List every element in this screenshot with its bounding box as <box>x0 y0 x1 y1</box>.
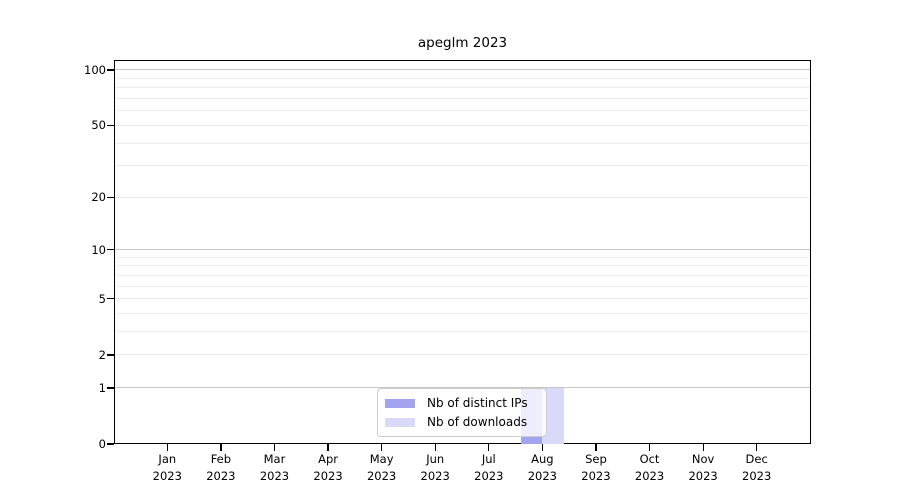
x-axis-label-month: Apr <box>318 452 338 466</box>
x-axis-label-year: 2023 <box>420 468 450 483</box>
x-axis-label-year: 2023 <box>581 468 611 483</box>
gridline-major <box>115 387 810 389</box>
legend-swatch-distinct-ips <box>385 398 415 408</box>
x-axis-label-month: Aug <box>531 452 554 466</box>
x-axis-tick <box>220 444 222 451</box>
gridline-minor <box>115 298 810 300</box>
x-axis-label-month: Mar <box>263 452 286 466</box>
x-axis-label-month: Jun <box>426 452 445 466</box>
gridline-minor <box>115 354 810 356</box>
x-axis-tick <box>756 444 758 451</box>
y-axis-label: 50 <box>91 118 106 133</box>
x-axis-label-year: 2023 <box>366 468 397 483</box>
x-axis-tick <box>648 444 651 451</box>
x-axis-label-year: 2023 <box>152 468 182 483</box>
x-axis-label-year: 2023 <box>634 468 665 483</box>
gridline-minor <box>115 98 810 100</box>
y-axis-tick <box>107 196 114 198</box>
gridline-minor <box>115 142 810 144</box>
legend-swatch-downloads <box>385 417 415 427</box>
x-axis-label-year: 2023 <box>688 468 718 483</box>
x-axis-label-year: 2023 <box>313 468 343 483</box>
x-axis-label-month: Dec <box>745 452 768 466</box>
y-axis-label: 20 <box>91 190 106 205</box>
x-axis-label-year: 2023 <box>742 468 772 483</box>
gridline-minor <box>115 331 810 333</box>
bar-nb-of-downloads <box>542 387 564 444</box>
legend-label-distinct-ips: Nb of distinct IPs <box>427 396 528 410</box>
x-axis-label: Dec 2023 <box>729 451 785 484</box>
x-axis-tick <box>381 444 383 451</box>
x-axis-label: Oct 2023 <box>622 451 678 484</box>
y-axis-tick <box>107 249 114 251</box>
x-axis-label-year: 2023 <box>527 468 557 483</box>
gridline-minor <box>115 256 810 258</box>
y-axis-tick <box>107 69 114 71</box>
gridline-minor <box>115 285 810 287</box>
x-axis-tick <box>273 444 276 451</box>
x-axis-label: Mar 2023 <box>246 451 302 484</box>
x-axis-label: Jul 2023 <box>461 451 517 484</box>
y-axis-label: 0 <box>98 437 106 451</box>
legend: Nb of distinct IPs Nb of downloads <box>377 388 547 437</box>
gridline-minor <box>115 313 810 315</box>
x-axis-label-month: Jan <box>158 452 177 466</box>
x-axis-label-month: Jul <box>481 452 496 466</box>
gridline-minor <box>115 87 810 89</box>
x-axis-label: Aug 2023 <box>514 451 570 484</box>
x-axis-tick <box>702 444 704 451</box>
y-axis-tick <box>107 443 114 445</box>
y-axis-tick <box>107 124 114 127</box>
gridline-minor <box>115 265 810 267</box>
y-axis-tick <box>107 354 114 356</box>
x-axis-tick <box>327 444 329 451</box>
y-axis-label: 10 <box>91 242 106 257</box>
plot-area <box>114 60 811 444</box>
x-axis-label: Nov 2023 <box>675 451 731 484</box>
x-axis-label-month: Sep <box>585 452 607 466</box>
x-axis-label: Feb 2023 <box>193 451 249 484</box>
x-axis-label: Apr 2023 <box>300 451 356 484</box>
x-axis-label: Jan 2023 <box>139 451 195 484</box>
x-axis-label-month: May <box>369 452 394 466</box>
gridline-minor <box>115 110 810 112</box>
legend-label-downloads: Nb of downloads <box>427 415 528 429</box>
x-axis-label-year: 2023 <box>206 468 236 483</box>
y-axis-tick <box>107 298 114 300</box>
legend-entry-downloads: Nb of downloads <box>385 415 539 429</box>
x-axis-label-year: 2023 <box>259 468 290 483</box>
y-axis-tick <box>107 387 114 389</box>
x-axis-label-month: Nov <box>691 452 715 466</box>
y-axis-label: 100 <box>84 62 106 77</box>
legend-entry-distinct-ips: Nb of distinct IPs <box>385 396 539 410</box>
x-axis-tick <box>166 444 168 451</box>
y-axis-label: 5 <box>98 291 106 306</box>
y-axis-label: 2 <box>98 347 106 362</box>
y-axis-label: 1 <box>98 380 106 395</box>
chart-title: apeglm 2023 <box>417 35 508 51</box>
x-axis-label: Sep 2023 <box>568 451 624 484</box>
gridline-minor <box>115 274 810 276</box>
gridline-minor <box>115 196 810 198</box>
gridline-major <box>115 249 810 251</box>
x-axis-label-month: Oct <box>639 452 660 466</box>
x-axis-tick <box>434 444 436 451</box>
x-axis-label: Jun 2023 <box>407 451 463 484</box>
x-axis-label-month: Feb <box>210 452 232 466</box>
x-axis-label: May 2023 <box>354 451 410 484</box>
x-axis-tick <box>541 444 544 451</box>
x-axis-tick <box>488 444 490 451</box>
x-axis-label-year: 2023 <box>474 468 504 483</box>
gridline-minor <box>115 124 810 126</box>
gridline-minor <box>115 77 810 79</box>
x-axis-tick <box>595 444 597 451</box>
gridline-minor <box>115 165 810 167</box>
gridline-major <box>115 69 810 71</box>
